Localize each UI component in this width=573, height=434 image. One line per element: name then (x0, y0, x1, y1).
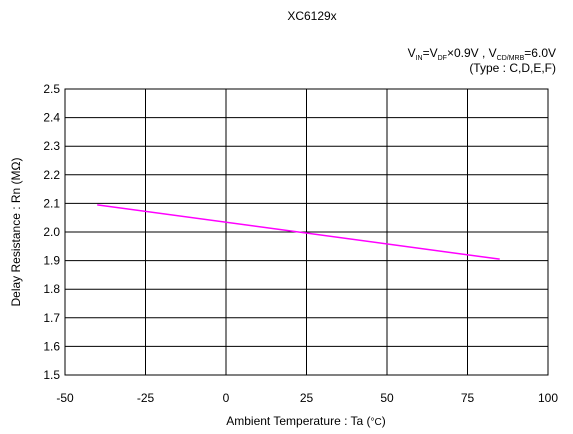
x-tick-label: -50 (56, 391, 74, 405)
chart-title: XC6129x (287, 9, 336, 23)
x-tick-labels: -50 -25 0 25 50 75 100 (56, 391, 558, 405)
x-axis-label-main: Ambient Temperature : Ta ( (226, 414, 370, 428)
x-tick-label: 75 (461, 391, 475, 405)
y-tick-label: 1.5 (43, 368, 60, 382)
y-tick-label: 2.1 (43, 196, 60, 210)
y-tick-label: 1.8 (43, 282, 60, 296)
x-tick-label: 100 (538, 391, 558, 405)
condition-label: VIN=VDF×0.9V , VCD/MRB=6.0V (408, 46, 556, 62)
y-tick-labels: 1.5 1.6 1.7 1.8 1.9 2.0 2.1 2.2 2.3 2.4 2.5 (43, 82, 60, 382)
condition-v-in: V (408, 46, 416, 60)
x-tick-label: 25 (300, 391, 314, 405)
y-tick-label: 2.4 (43, 111, 60, 125)
x-tick-label: 0 (223, 391, 230, 405)
y-tick-label: 2.0 (43, 225, 60, 239)
condition-v-cd-sub: CD/MRB (497, 55, 525, 62)
x-tick-label: 50 (380, 391, 394, 405)
condition-eq2: =6.0V (524, 46, 556, 60)
x-axis-label-unit: °C (371, 417, 382, 428)
y-tick-label: 1.9 (43, 254, 60, 268)
type-note: (Type : C,D,E,F) (469, 61, 556, 75)
y-tick-label: 2.3 (43, 139, 60, 153)
y-tick-label: 2.2 (43, 168, 60, 182)
y-tick-label: 1.6 (43, 339, 60, 353)
series-line (97, 204, 500, 260)
x-axis-label: Ambient Temperature : Ta (°C) (226, 414, 386, 428)
condition-v-in-sub: IN (416, 55, 423, 62)
x-tick-label: -25 (137, 391, 155, 405)
plot-area (64, 88, 549, 376)
y-tick-label: 2.5 (43, 82, 60, 96)
grid (65, 89, 548, 375)
x-axis-label-close: ) (382, 414, 386, 428)
condition-v-df-sub: DF (438, 55, 447, 62)
y-axis-label: Delay Resistance : Rn (MΩ) (9, 157, 23, 306)
condition-eq1: =V (423, 46, 438, 60)
condition-mult: ×0.9V , V (447, 46, 497, 60)
y-tick-label: 1.7 (43, 311, 60, 325)
series-group (97, 204, 500, 260)
